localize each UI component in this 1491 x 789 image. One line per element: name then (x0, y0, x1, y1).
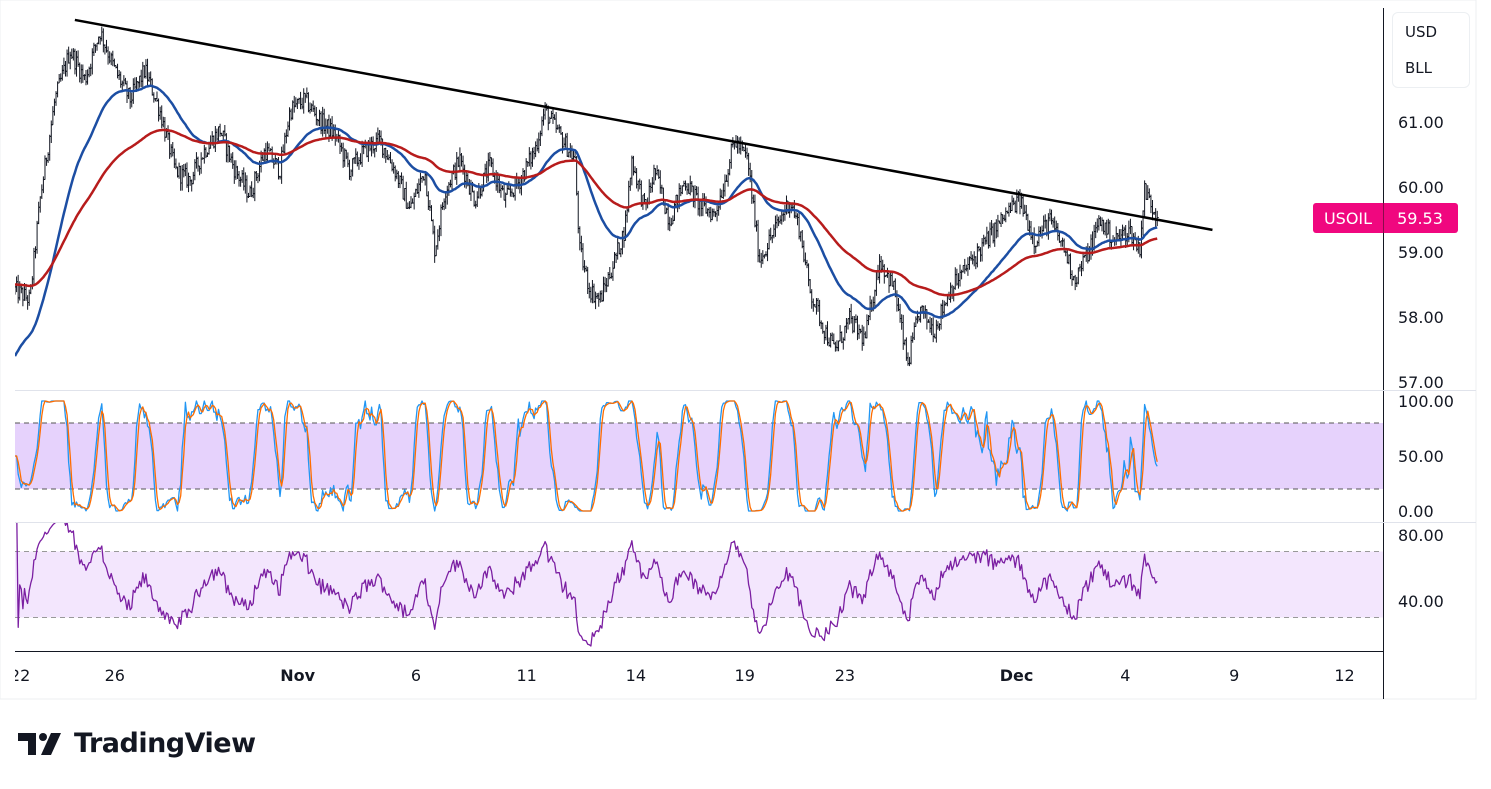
time-tick-label: 6 (411, 666, 421, 685)
time-tick-label: 14 (626, 666, 646, 685)
chart-canvas[interactable]: 57.00 58.00 59.00 60.00 61.00 0.00 50.00 100.00… (0, 0, 1491, 700)
time-tick-label: Dec (1000, 666, 1034, 685)
price-tick-label: 61.00 (1398, 113, 1444, 132)
time-tick-label: 4 (1120, 666, 1130, 685)
rsi-tick-label: 80.00 (1398, 526, 1444, 545)
last-price-label: USOIL 59.53 (1313, 203, 1458, 233)
stoch-tick-label: 100.00 (1398, 392, 1454, 411)
currency-label: USD (1405, 23, 1438, 41)
time-tick-label: 26 (105, 666, 125, 685)
price-tick-label: 57.00 (1398, 373, 1444, 392)
time-tick-label: 12 (1334, 666, 1354, 685)
tradingview-logo[interactable]: TradingView (18, 728, 256, 759)
last-price-badge (1313, 203, 1458, 233)
rsi-line (16, 523, 1158, 647)
unit-label: BLL (1405, 59, 1433, 77)
last-price-value: 59.53 (1397, 209, 1443, 228)
tradingview-logo-icon (18, 732, 61, 755)
symbol-name: USOIL (1324, 209, 1372, 228)
time-tick-label: 9 (1229, 666, 1239, 685)
stoch-d-line (15, 400, 1158, 512)
time-tick-label: 11 (516, 666, 536, 685)
price-axis-labels: 57.00 58.00 59.00 60.00 61.00 0.00 50.00 100.00… (1398, 113, 1454, 611)
time-tick-label: Nov (280, 666, 315, 685)
rsi-lines (16, 523, 1158, 647)
price-tick-label: 59.00 (1398, 243, 1444, 262)
moving-averages (15, 84, 1158, 357)
currency-unit-button[interactable]: USD BLL (1392, 12, 1470, 88)
time-axis-labels: 22 26 Nov 6 11 14 19 23 Dec 4 9 12 (10, 666, 1355, 685)
rsi-tick-label: 40.00 (1398, 592, 1444, 611)
rsi-band-fill (15, 551, 1383, 618)
stoch-rsi-lines (15, 400, 1158, 512)
trendline-group (74, 18, 1213, 232)
brand-name: TradingView (74, 728, 256, 759)
stoch-band-fill (15, 423, 1383, 489)
time-tick-label: 19 (735, 666, 755, 685)
time-tick-label: 22 (10, 666, 30, 685)
stoch-tick-label: 0.00 (1398, 502, 1434, 521)
rsi-band (15, 551, 1383, 618)
trendline (74, 18, 1213, 232)
time-tick-label: 23 (835, 666, 855, 685)
stoch-rsi-band (15, 422, 1383, 490)
price-tick-label: 60.00 (1398, 178, 1444, 197)
slow-ma-line (15, 128, 1158, 297)
price-tick-label: 58.00 (1398, 308, 1444, 327)
stoch-tick-label: 50.00 (1398, 447, 1444, 466)
price-bars (15, 26, 1159, 367)
